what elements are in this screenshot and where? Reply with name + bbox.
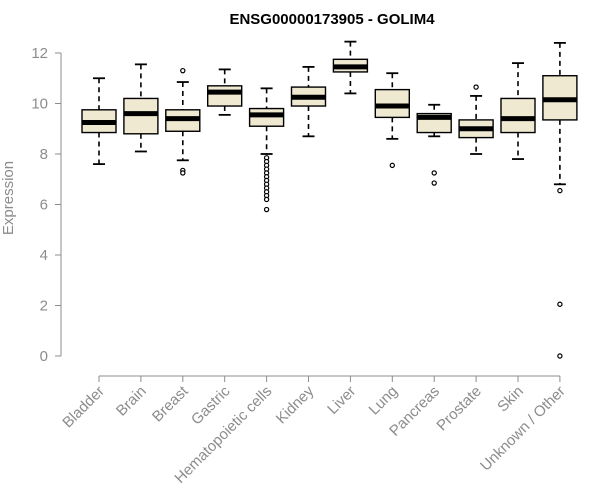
outlier-point <box>431 180 437 186</box>
box-bladder <box>81 77 117 166</box>
box-kidney <box>290 65 327 138</box>
outlier-point <box>431 170 437 176</box>
y-tick-label: 0 <box>40 348 48 365</box>
box-breast <box>165 67 201 176</box>
box-brain <box>123 63 159 153</box>
outlier-point <box>180 170 186 176</box>
x-tick-label: Skin <box>494 383 527 416</box>
outlier-point <box>557 187 563 194</box>
box-hematopoietic-cells <box>248 87 285 213</box>
box-unknown-other <box>542 42 578 359</box>
outlier-point <box>473 84 479 90</box>
y-axis: 0 2 4 6 8 10 12 <box>31 45 62 365</box>
outlier-point <box>389 162 395 169</box>
x-tick-label: Bladder <box>59 383 108 432</box>
box-liver <box>332 40 369 95</box>
x-tick-label: Kidney <box>273 382 318 427</box>
x-tick-label: Lung <box>366 383 402 419</box>
box-iqr <box>206 85 243 107</box>
outlier-point <box>557 301 563 307</box>
y-tick-label: 6 <box>40 197 48 214</box>
y-axis-label: Expression <box>0 161 17 235</box>
box-skin <box>500 62 536 160</box>
y-tick-label: 12 <box>31 45 48 62</box>
box-iqr <box>500 97 536 134</box>
outlier-point <box>180 67 186 74</box>
box-iqr <box>374 88 410 119</box>
x-tick-label: Liver <box>324 383 359 418</box>
box-iqr <box>123 97 159 135</box>
box-series <box>81 40 578 359</box>
chart-title: ENSG00000173905 - GOLIM4 <box>229 11 435 28</box>
y-tick-label: 8 <box>40 146 48 163</box>
x-tick-label: Brain <box>113 383 150 420</box>
box-lung <box>374 72 410 169</box>
box-prostate <box>458 84 494 155</box>
x-tick-label: Breast <box>149 382 192 425</box>
box-gastric <box>206 68 243 116</box>
y-tick-label: 10 <box>31 96 48 113</box>
outlier-point <box>263 196 270 203</box>
outlier-point <box>263 206 270 213</box>
y-tick-label: 2 <box>40 298 48 315</box>
box-pancreas <box>416 103 452 186</box>
x-tick-label: Prostate <box>433 383 485 435</box>
outlier-point <box>557 353 563 359</box>
box-iqr <box>248 107 285 127</box>
y-tick-label: 4 <box>40 247 48 264</box>
